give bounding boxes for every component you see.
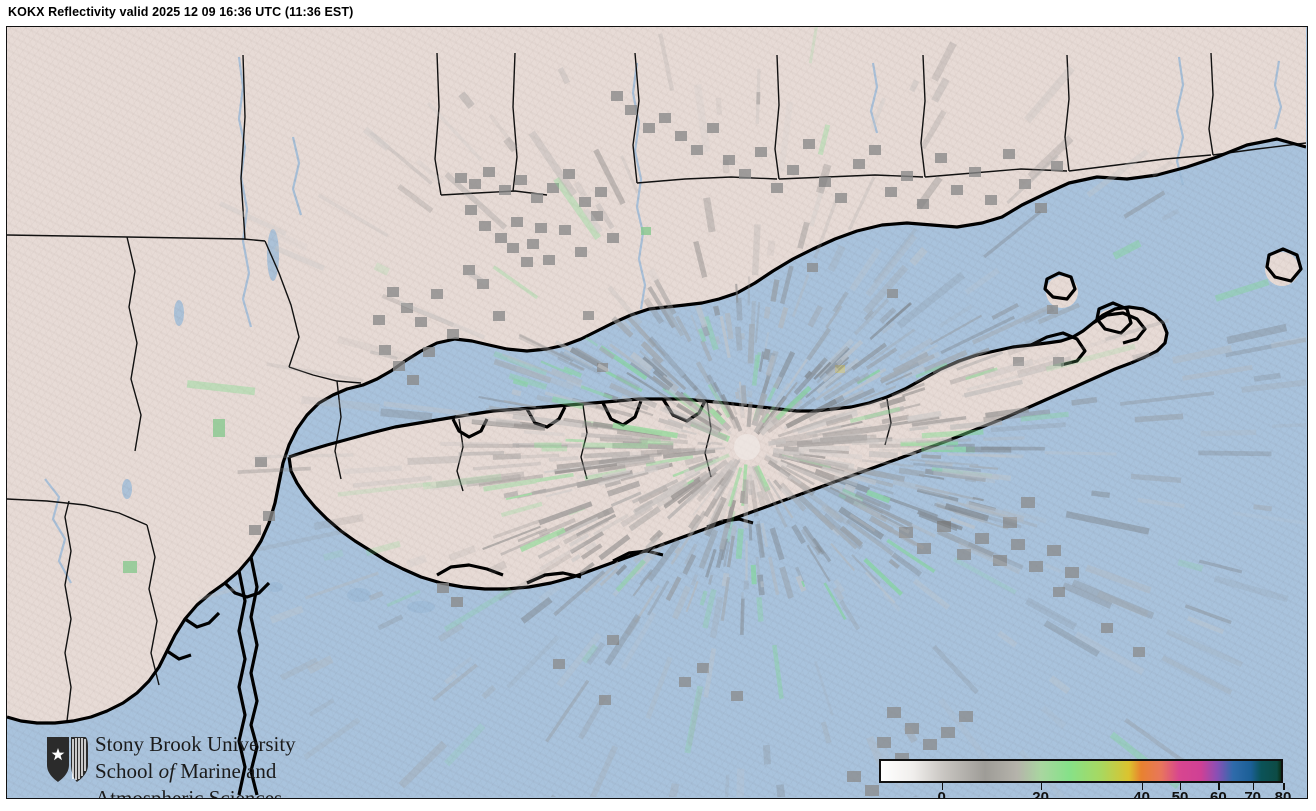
sunburst-rays (186, 27, 1306, 797)
colorbar-tick-40 (1141, 783, 1144, 790)
logo-line-3: Atmospheric Sciences (95, 786, 283, 799)
colorbar-label-40: 40 (1133, 789, 1150, 799)
radar-sunburst-layer (186, 27, 1306, 797)
logo-line-2: School of Marine and (95, 758, 335, 785)
clutter-blocks-inland (123, 91, 1063, 607)
colorbar-label-20: 20 (1032, 789, 1049, 799)
colorbar-tick-80 (1283, 783, 1285, 790)
colorbar-tick-60 (1218, 783, 1220, 790)
shaded-relief-layer (7, 27, 1306, 797)
radar-map-canvas[interactable]: 0 20 40 50 60 70 80 Stony Brook University Sch… (7, 27, 1306, 799)
logo-line-1: Stony Brook University (95, 732, 296, 756)
colorbar-label-80: 80 (1274, 789, 1292, 799)
radar-map-frame[interactable]: 0 20 40 50 60 70 80 Stony Brook University Sch… (6, 26, 1308, 799)
colorbar-label-70: 70 (1244, 789, 1262, 799)
colorbar-tick-20 (1040, 783, 1043, 790)
colorbar-label-60: 60 (1210, 789, 1227, 799)
colorbar-bar[interactable] (879, 759, 1283, 783)
radar-echo-layer (123, 91, 1145, 796)
colorbar-tick-50 (1179, 783, 1182, 790)
colorbar-gradient (881, 761, 1281, 781)
colorbar-tick-70 (1252, 783, 1255, 790)
colorbar-tick-labels: 0 20 40 50 60 70 80 (879, 789, 1291, 799)
colorbar-label-0: 0 (937, 789, 946, 799)
stony-brook-logo: Stony Brook University School of Marine … (45, 731, 315, 798)
logo-line-2-post: Marine and (174, 759, 277, 783)
colorbar-tick-0 (941, 783, 944, 790)
logo-line-2-italic: of (158, 759, 175, 783)
colorbar-label-50: 50 (1171, 789, 1189, 799)
logo-text: Stony Brook University School of Marine … (95, 731, 335, 799)
reflectivity-colorbar[interactable]: 0 20 40 50 60 70 80 (873, 753, 1293, 799)
page-title: KOKX Reflectivity valid 2025 12 09 16:36… (8, 5, 354, 19)
colorbar-ticks (879, 783, 1285, 790)
clutter-blocks-offshore (553, 263, 1145, 796)
logo-line-2-pre: School (95, 759, 159, 783)
shield-icon (47, 737, 88, 782)
radar-site-marker (734, 434, 760, 460)
header-bar: KOKX Reflectivity valid 2025 12 09 16:36… (0, 0, 1316, 26)
